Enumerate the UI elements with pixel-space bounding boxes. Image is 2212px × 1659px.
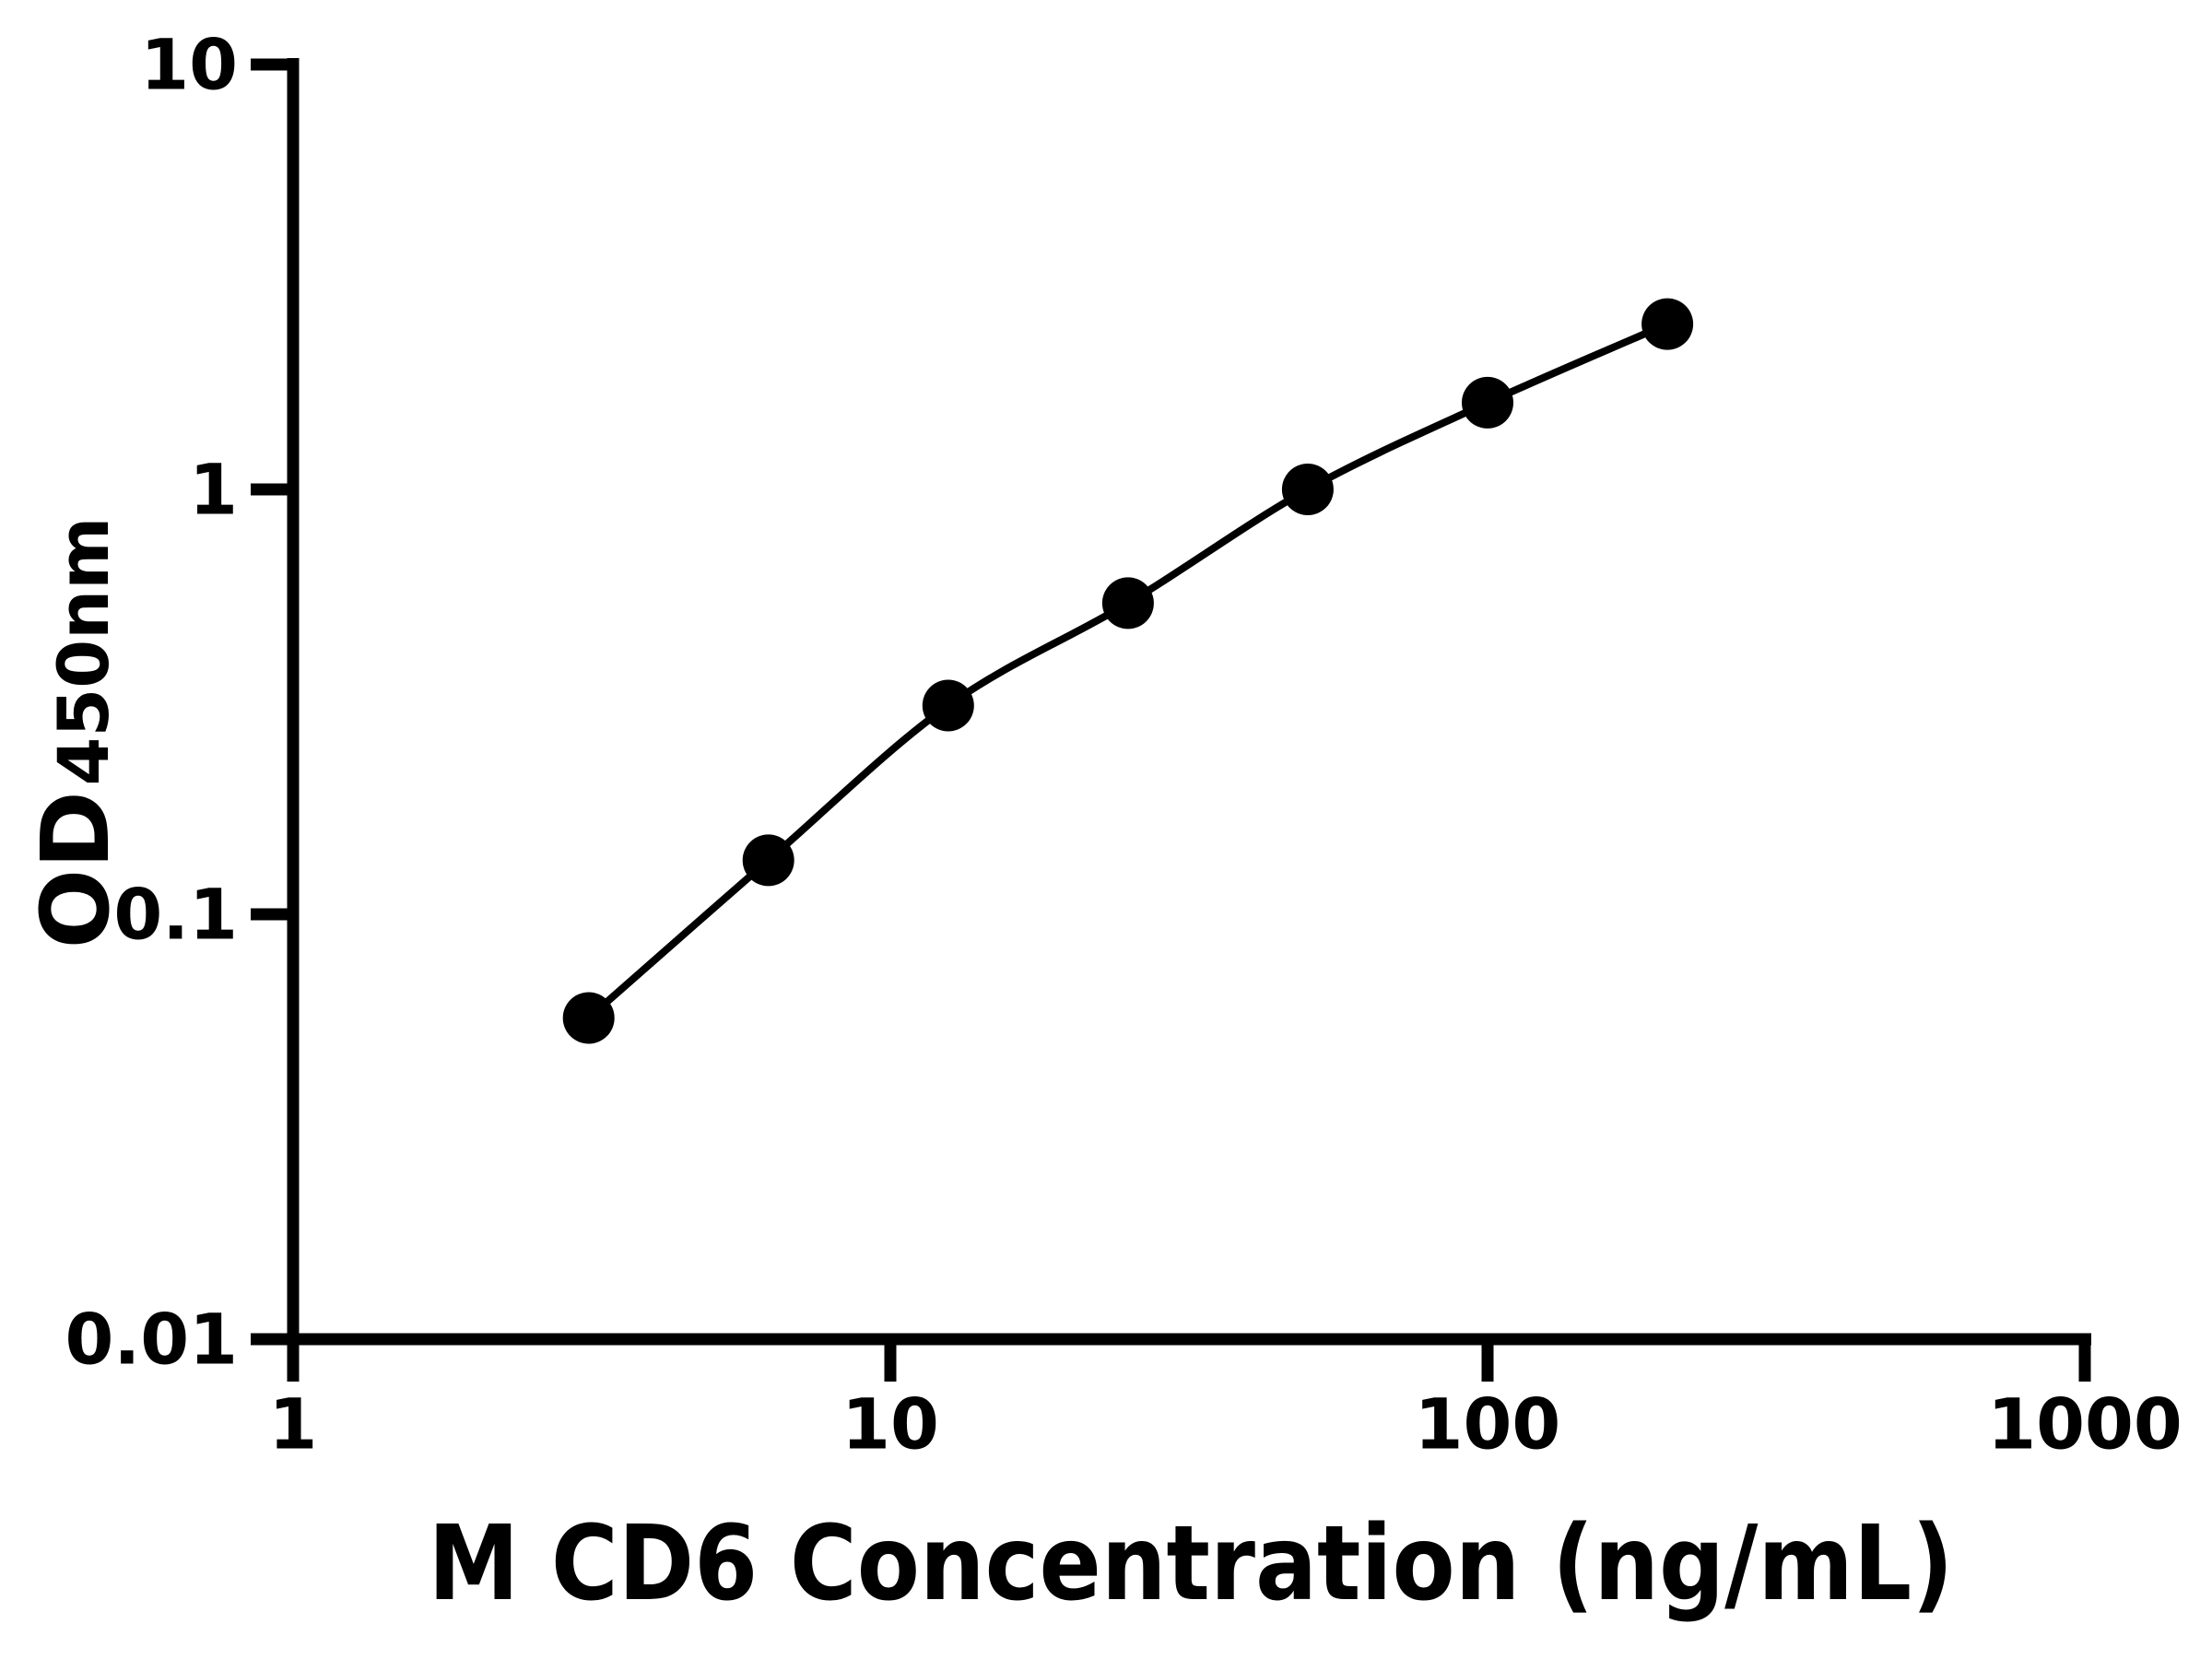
y-tick-label: 0.1 [113, 874, 238, 956]
data-point [922, 679, 974, 732]
y-tick-label: 0.01 [65, 1299, 238, 1381]
x-tick-label: 1 [269, 1383, 318, 1465]
x-tick-label: 100 [1415, 1383, 1561, 1465]
data-point [1641, 298, 1694, 350]
y-axis-title: OD 450nm [21, 517, 131, 949]
x-axis-title: M CD6 Concentration (ng/mL) [429, 1504, 1954, 1624]
data-point [742, 834, 794, 887]
y-tick-label: 1 [189, 449, 238, 531]
curve-line [586, 320, 1669, 1021]
data-point [1462, 376, 1513, 429]
svg-text:OD 450nm: OD 450nm [21, 517, 131, 949]
y-axis-title-main: OD [21, 791, 131, 948]
x-tick-label: 1000 [1987, 1383, 2183, 1465]
data-point [562, 992, 615, 1044]
data-point [1281, 464, 1334, 515]
y-axis-title-sub: 450nm [42, 517, 124, 786]
data-point [1101, 577, 1154, 629]
x-tick-label: 10 [841, 1383, 939, 1465]
y-tick-label: 10 [140, 24, 238, 106]
